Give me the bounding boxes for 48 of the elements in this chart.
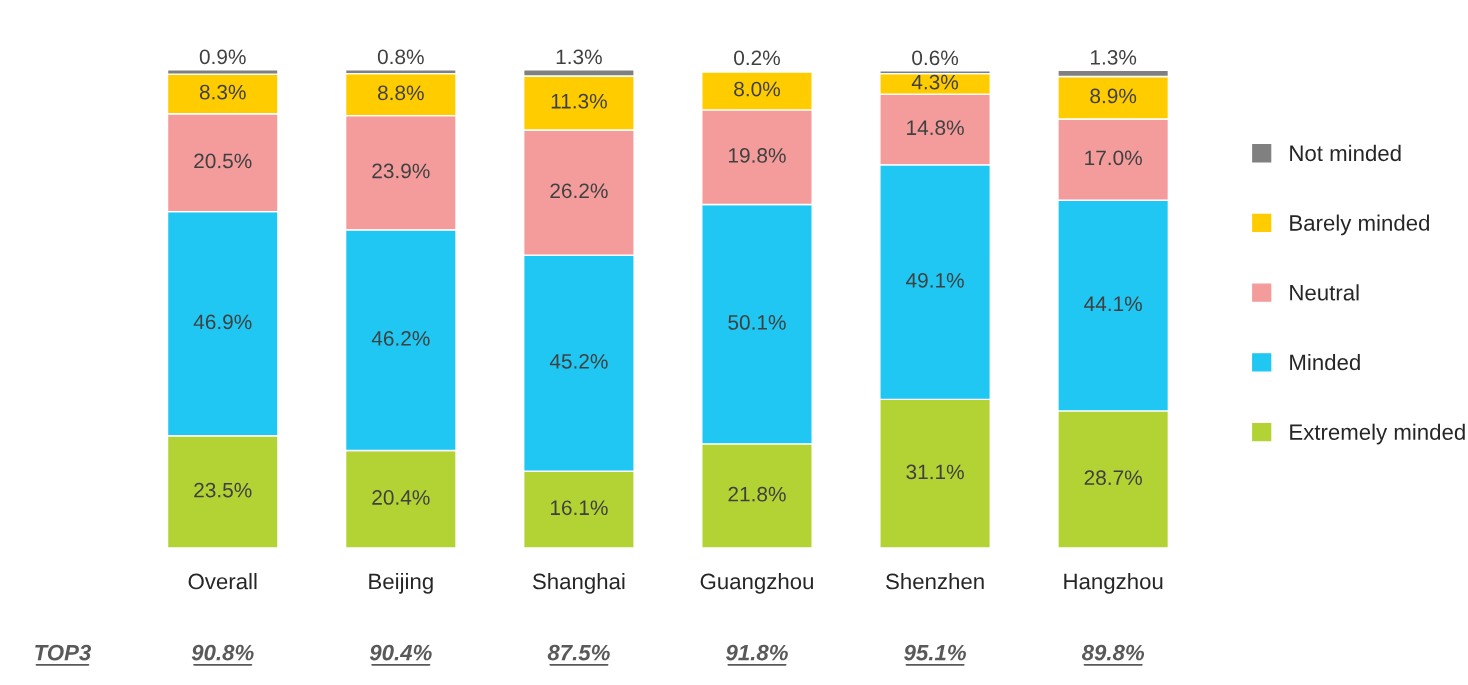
data-label: 45.2%	[549, 353, 608, 369]
data-label: 49.1%	[906, 272, 964, 288]
data-label: 1.3%	[556, 49, 602, 65]
data-label: 0.9%	[199, 49, 246, 65]
text: 87.5%	[547, 644, 610, 661]
data-label: 8.9%	[1090, 88, 1137, 104]
data-label: 44.1%	[1084, 296, 1142, 312]
data-label: 0.6%	[912, 50, 959, 66]
data-label: 1.3%	[1091, 49, 1137, 65]
data-label: 23.5%	[194, 482, 252, 498]
legend-label: Barely minded	[1290, 214, 1429, 236]
x-tick-label: Hangzhou	[1064, 573, 1163, 594]
data-label: 16.1%	[550, 500, 608, 516]
data-label: 21.8%	[728, 486, 786, 502]
data-label: 26.2%	[550, 183, 608, 199]
data-label: 46.2%	[371, 331, 430, 346]
data-label: 8.3%	[199, 84, 246, 100]
text: 89.8%	[1081, 644, 1145, 661]
text: 90.8%	[191, 644, 254, 661]
text: TOP3	[35, 644, 92, 661]
data-label: 17.0%	[1085, 150, 1142, 166]
x-tick-label: Overall	[188, 573, 257, 590]
data-label: 50.1%	[728, 315, 786, 330]
data-label: 23.9%	[372, 163, 430, 179]
text: 90.4%	[369, 644, 432, 661]
legend-label: Extremely minded	[1290, 423, 1465, 445]
legend-label: Minded	[1290, 353, 1360, 371]
x-tick-label: Shanghai	[532, 573, 625, 594]
data-label: 19.8%	[729, 148, 786, 163]
legend-label: Not minded	[1290, 144, 1401, 162]
data-label: 8.0%	[734, 81, 780, 97]
data-label: 8.8%	[377, 85, 424, 101]
data-label: 28.7%	[1084, 470, 1142, 486]
text: 95.1%	[904, 644, 966, 661]
data-label: 20.5%	[194, 153, 252, 169]
x-tick-label: Shenzhen	[886, 573, 984, 590]
data-label: 11.3%	[551, 93, 607, 109]
data-label: 0.8%	[377, 49, 424, 65]
data-label: 46.9%	[193, 314, 252, 330]
x-tick-label: Beijing	[369, 573, 433, 594]
data-label: 14.8%	[907, 120, 964, 136]
data-label: 20.4%	[372, 490, 430, 505]
x-tick-label: Guangzhou	[700, 573, 813, 594]
data-label: 31.1%	[906, 464, 964, 480]
data-label: 4.3%	[911, 74, 959, 90]
data-label: 0.2%	[734, 50, 780, 66]
legend-label: Neutral	[1290, 284, 1359, 301]
text: 91.8%	[726, 644, 788, 661]
